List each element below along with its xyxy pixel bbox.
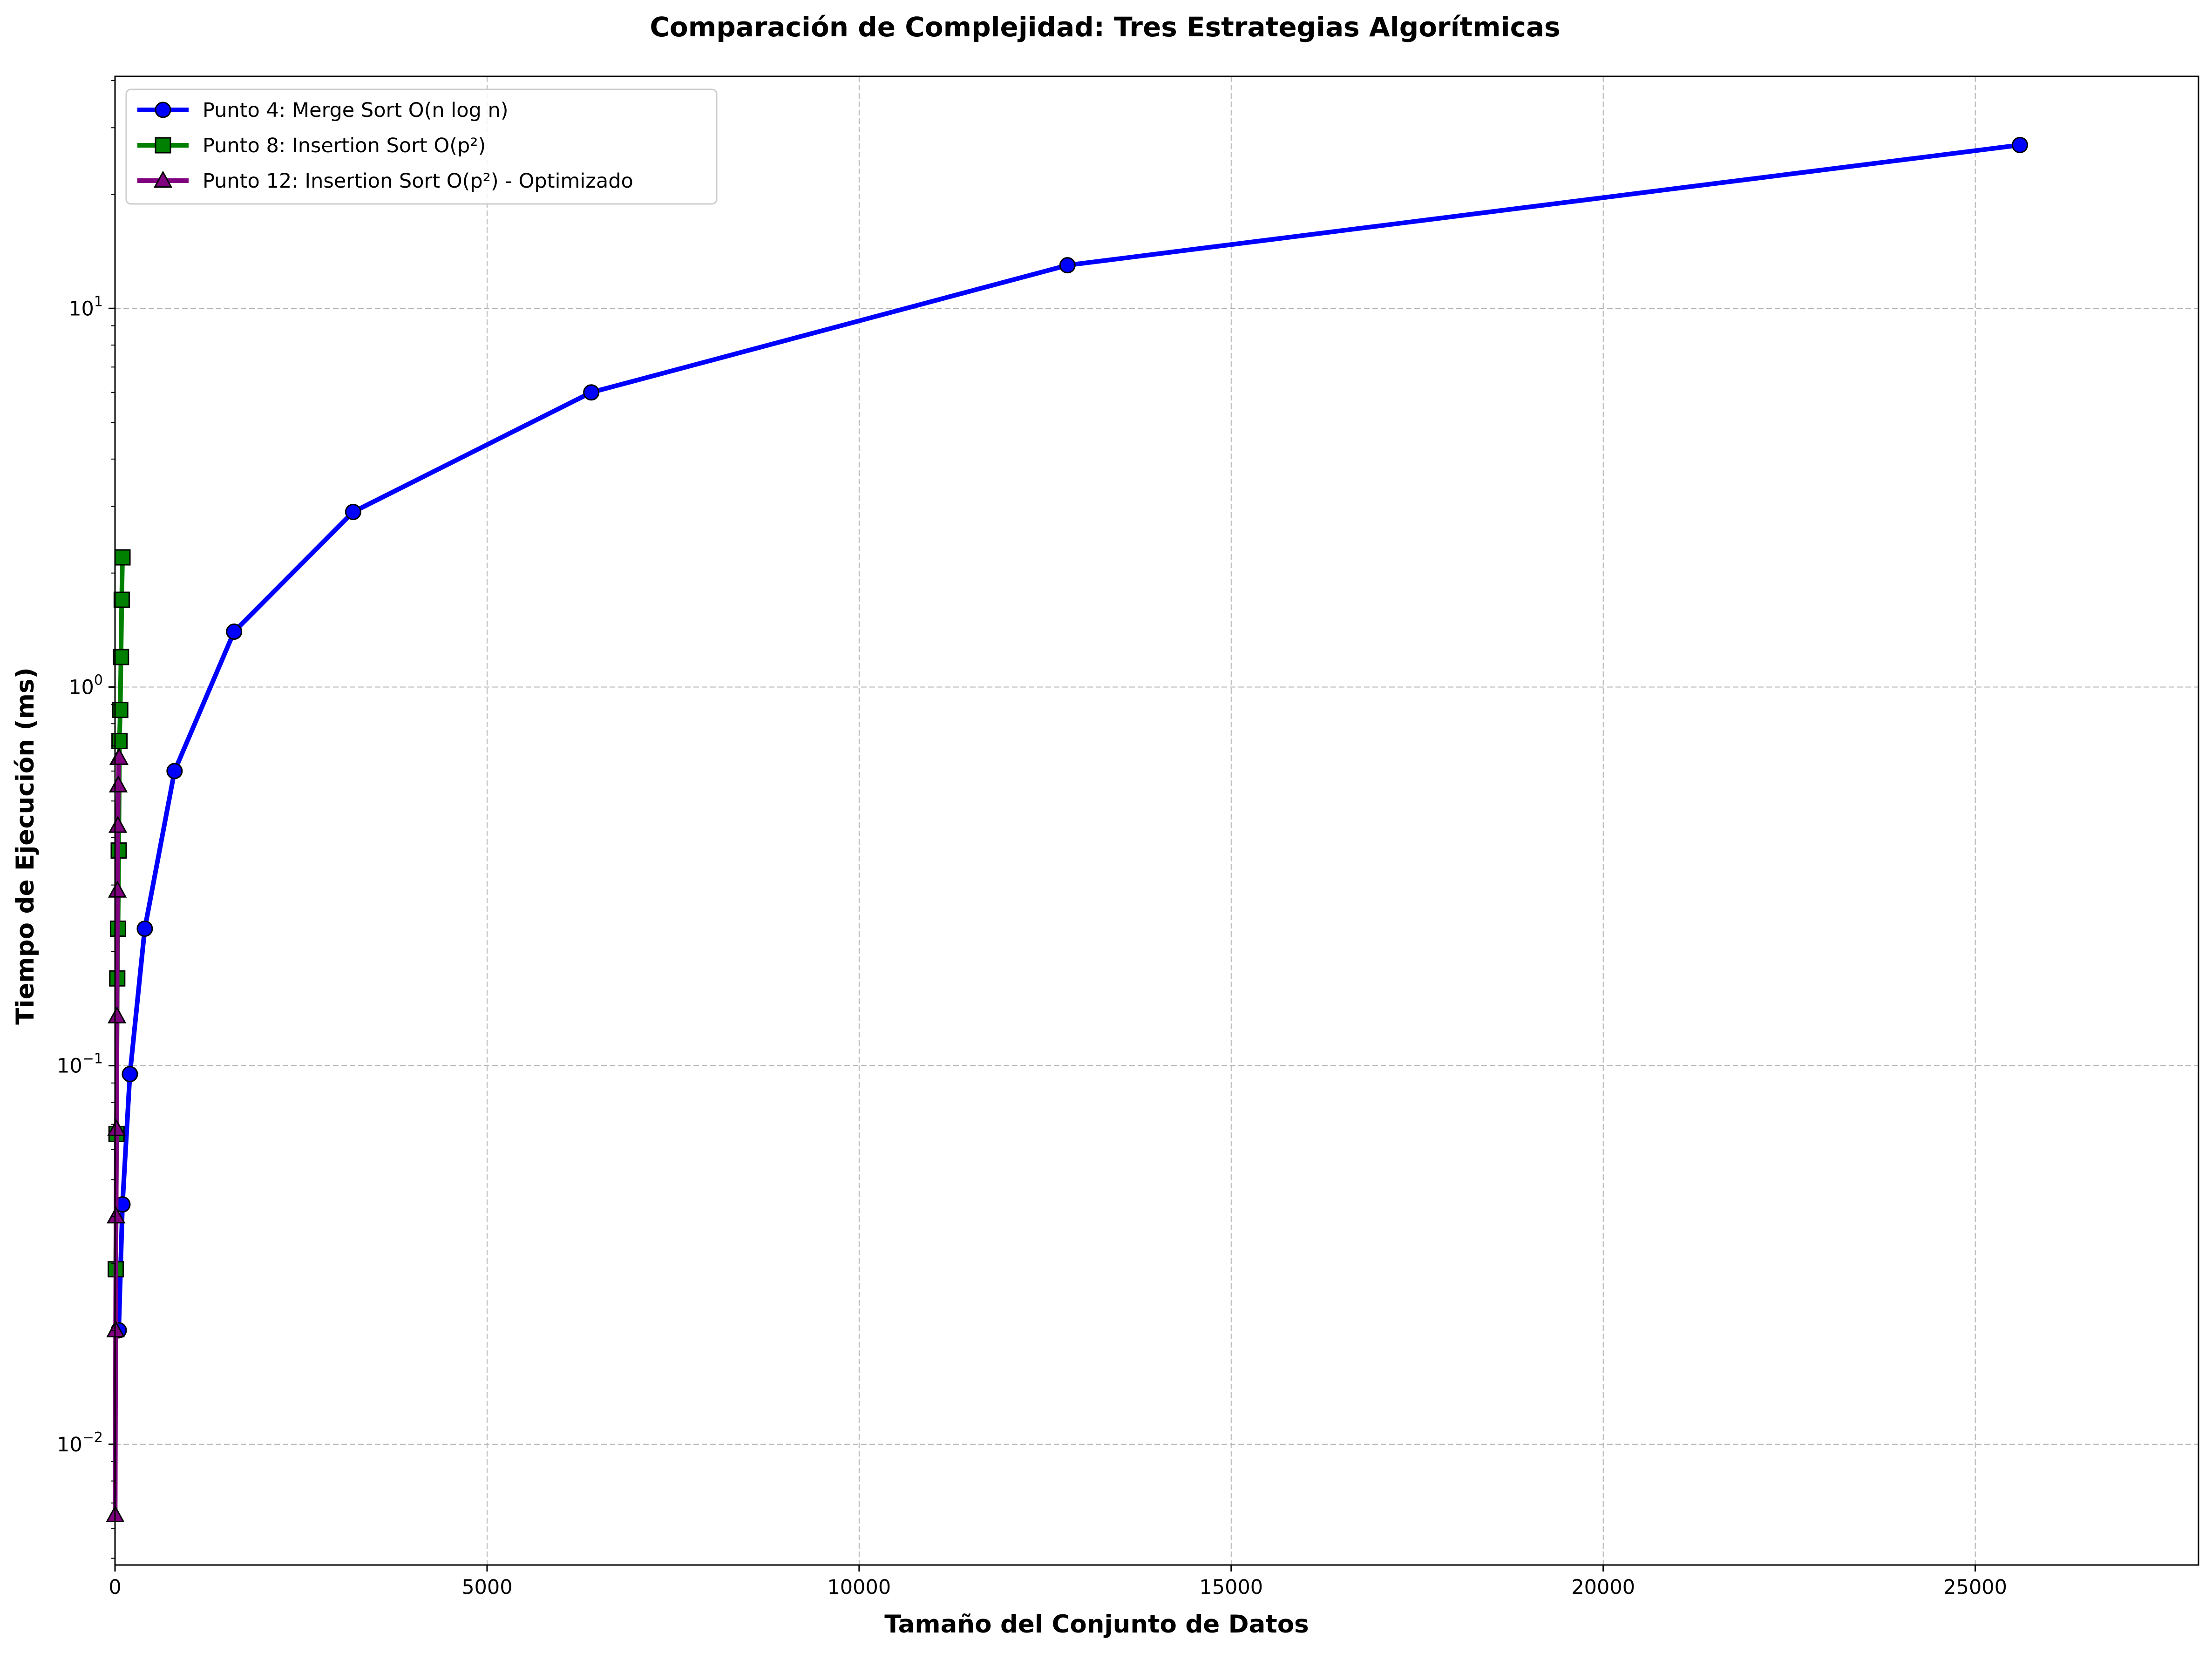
legend-entry: Punto 8: Insertion Sort O(p²): [137, 134, 486, 157]
y-tick-exponent: −1: [82, 1051, 103, 1067]
y-tick-label: 10−2: [57, 1429, 103, 1457]
legend-entry: Punto 12: Insertion Sort O(p²) - Optimiz…: [137, 169, 633, 193]
y-tick-exponent: 0: [94, 672, 103, 688]
data-point: [108, 816, 128, 833]
chart-title: Comparación de Complejidad: Tres Estrate…: [650, 11, 1560, 43]
series-line: [116, 142, 2022, 1333]
data-point: [166, 763, 183, 779]
data-point: [583, 384, 600, 401]
data-point: [111, 732, 128, 749]
y-tick-base: 10: [57, 1433, 82, 1457]
data-point: [345, 503, 361, 520]
y-tick-label: 10−1: [57, 1051, 103, 1078]
legend-marker: [155, 137, 171, 154]
y-tick-exponent: 1: [94, 293, 103, 310]
data-point: [108, 881, 127, 898]
series-1: [110, 137, 2029, 1339]
plot-frame: [114, 75, 2199, 1566]
y-tick-base: 10: [68, 297, 94, 320]
legend-marker: [155, 102, 171, 118]
data-point: [113, 649, 129, 665]
x-tick-label: 10000: [827, 1576, 891, 1599]
legend-label: Punto 12: Insertion Sort O(p²) - Optimiz…: [203, 169, 633, 193]
x-tick-label: 25000: [1943, 1576, 2007, 1599]
data-point: [2012, 137, 2029, 154]
legend: Punto 4: Merge Sort O(n log n) Punto 8: I…: [125, 88, 718, 205]
data-point: [226, 623, 243, 640]
y-tick-label: 101: [68, 293, 103, 320]
x-tick-label: 5000: [461, 1576, 512, 1599]
x-axis-label: Tamaño del Conjunto de Datos: [884, 1610, 1309, 1639]
grid: [115, 76, 2198, 1565]
series-layer: [106, 137, 2029, 1523]
y-tick-base: 10: [68, 676, 94, 699]
legend-label: Punto 4: Merge Sort O(n log n): [203, 99, 509, 122]
data-point: [109, 775, 128, 793]
legend-marker: [153, 170, 173, 188]
y-tick-exponent: −2: [82, 1429, 103, 1446]
data-point: [122, 1066, 138, 1083]
x-tick-label: 20000: [1571, 1576, 1635, 1599]
data-point: [113, 591, 130, 608]
data-point: [114, 549, 131, 566]
data-point: [136, 920, 153, 937]
y-tick-label: 100: [68, 672, 103, 699]
legend-label: Punto 8: Insertion Sort O(p²): [203, 134, 486, 157]
data-point: [107, 1206, 126, 1224]
data-point: [107, 1119, 126, 1136]
y-tick-base: 10: [57, 1055, 82, 1078]
data-point: [1059, 257, 1076, 274]
data-point: [108, 1006, 127, 1023]
x-tick-label: 15000: [1199, 1576, 1263, 1599]
y-axis-label: Tiempo de Ejecución (ms): [11, 667, 40, 1025]
series-line: [113, 755, 122, 1518]
legend-box: [125, 88, 718, 205]
legend-entry: Punto 4: Merge Sort O(n log n): [137, 99, 509, 122]
x-tick-label: 0: [109, 1576, 121, 1599]
